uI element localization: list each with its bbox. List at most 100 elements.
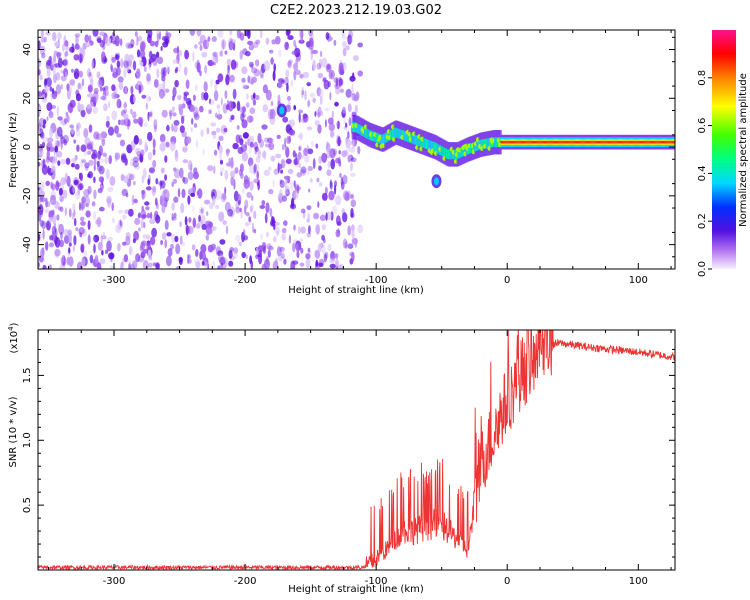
noise-blob bbox=[78, 49, 85, 55]
noise-blob bbox=[327, 81, 331, 88]
noise-blob bbox=[84, 34, 90, 43]
noise-blob bbox=[54, 223, 57, 233]
noise-blob bbox=[295, 243, 299, 253]
noise-blob bbox=[222, 40, 225, 50]
noise-blob bbox=[204, 199, 211, 205]
noise-blob bbox=[173, 125, 178, 133]
noise-blob bbox=[77, 187, 80, 196]
noise-blob bbox=[73, 156, 77, 164]
noise-blob bbox=[39, 74, 43, 81]
noise-blob bbox=[104, 249, 109, 255]
noise-blob bbox=[315, 224, 321, 235]
noise-blob bbox=[341, 150, 347, 158]
noise-blob bbox=[148, 63, 151, 71]
noise-blob bbox=[230, 176, 235, 186]
noise-blob bbox=[324, 119, 327, 128]
noise-blob bbox=[228, 100, 234, 112]
noise-blob bbox=[167, 66, 170, 75]
noise-blob bbox=[145, 186, 152, 191]
noise-blob bbox=[269, 115, 276, 125]
noise-blob bbox=[257, 133, 262, 144]
noise-blob bbox=[63, 68, 68, 78]
noise-blob bbox=[192, 51, 195, 62]
noise-blob bbox=[217, 30, 224, 38]
noise-blob bbox=[38, 91, 41, 97]
noise-blob bbox=[38, 199, 42, 204]
noise-blob bbox=[157, 83, 164, 93]
noise-blob bbox=[190, 127, 193, 133]
noise-blob bbox=[201, 91, 205, 101]
noise-blob bbox=[243, 85, 250, 90]
noise-blob bbox=[128, 208, 134, 217]
noise-blob bbox=[59, 239, 64, 248]
noise-blob bbox=[201, 223, 207, 230]
noise-blob bbox=[309, 178, 313, 183]
noise-blob bbox=[241, 106, 246, 114]
noise-blob bbox=[56, 214, 60, 221]
noise-blob bbox=[269, 207, 273, 217]
noise-blob bbox=[324, 107, 330, 112]
noise-blob bbox=[144, 201, 150, 206]
noise-blob bbox=[287, 60, 292, 69]
noise-blob bbox=[253, 68, 260, 77]
noise-blob bbox=[220, 167, 225, 172]
noise-blob bbox=[170, 243, 174, 250]
noise-blob bbox=[230, 170, 236, 179]
noise-blob bbox=[49, 86, 53, 92]
noise-blob bbox=[232, 252, 238, 259]
noise-blob bbox=[206, 39, 209, 48]
noise-blob bbox=[162, 41, 169, 48]
noise-blob bbox=[152, 159, 157, 168]
noise-blob bbox=[140, 61, 144, 67]
noise-blob bbox=[99, 86, 103, 92]
noise-blob bbox=[133, 198, 138, 204]
noise-blob bbox=[300, 166, 307, 174]
noise-blob bbox=[93, 237, 96, 243]
noise-blob bbox=[347, 155, 351, 163]
noise-blob bbox=[73, 235, 77, 246]
noise-blob bbox=[45, 201, 51, 208]
noise-blob bbox=[67, 232, 72, 244]
noise-blob bbox=[329, 148, 336, 159]
noise-blob bbox=[55, 72, 61, 81]
noise-blob bbox=[49, 235, 54, 241]
noise-blob bbox=[160, 46, 163, 51]
noise-blob bbox=[39, 45, 46, 55]
noise-blob bbox=[283, 258, 287, 265]
noise-blob bbox=[347, 243, 354, 249]
noise-blob bbox=[264, 212, 268, 224]
noise-blob bbox=[233, 247, 239, 255]
noise-blob bbox=[100, 130, 107, 138]
noise-blob bbox=[65, 43, 69, 52]
noise-blob bbox=[299, 30, 303, 40]
noise-blob bbox=[96, 71, 101, 79]
noise-blob bbox=[161, 109, 168, 118]
noise-blob bbox=[91, 59, 95, 70]
noise-blob bbox=[40, 37, 45, 43]
noise-blob bbox=[278, 256, 283, 262]
noise-blob bbox=[305, 253, 311, 260]
noise-blob bbox=[276, 134, 281, 139]
noise-blob bbox=[38, 232, 41, 242]
noise-blob bbox=[108, 100, 111, 109]
noise-blob bbox=[181, 188, 186, 199]
top-xlabel: Height of straight line (km) bbox=[288, 285, 424, 296]
noise-blob bbox=[97, 79, 103, 88]
noise-blob bbox=[345, 45, 350, 51]
noise-blob bbox=[126, 66, 130, 73]
noise-blob bbox=[210, 122, 217, 127]
noise-blob bbox=[64, 172, 69, 184]
top-ytick-label: 0 bbox=[22, 144, 33, 150]
noise-blob bbox=[241, 77, 246, 83]
noise-blob bbox=[235, 206, 241, 214]
noise-blob bbox=[162, 66, 167, 77]
noise-blob bbox=[306, 232, 312, 238]
noise-blob bbox=[149, 218, 156, 225]
noise-blob bbox=[141, 94, 147, 99]
noise-blob bbox=[118, 80, 124, 90]
noise-blob bbox=[160, 240, 164, 245]
noise-blob bbox=[117, 76, 124, 83]
noise-blob bbox=[166, 124, 170, 132]
noise-blob bbox=[80, 109, 86, 118]
noise-blob bbox=[147, 30, 153, 39]
